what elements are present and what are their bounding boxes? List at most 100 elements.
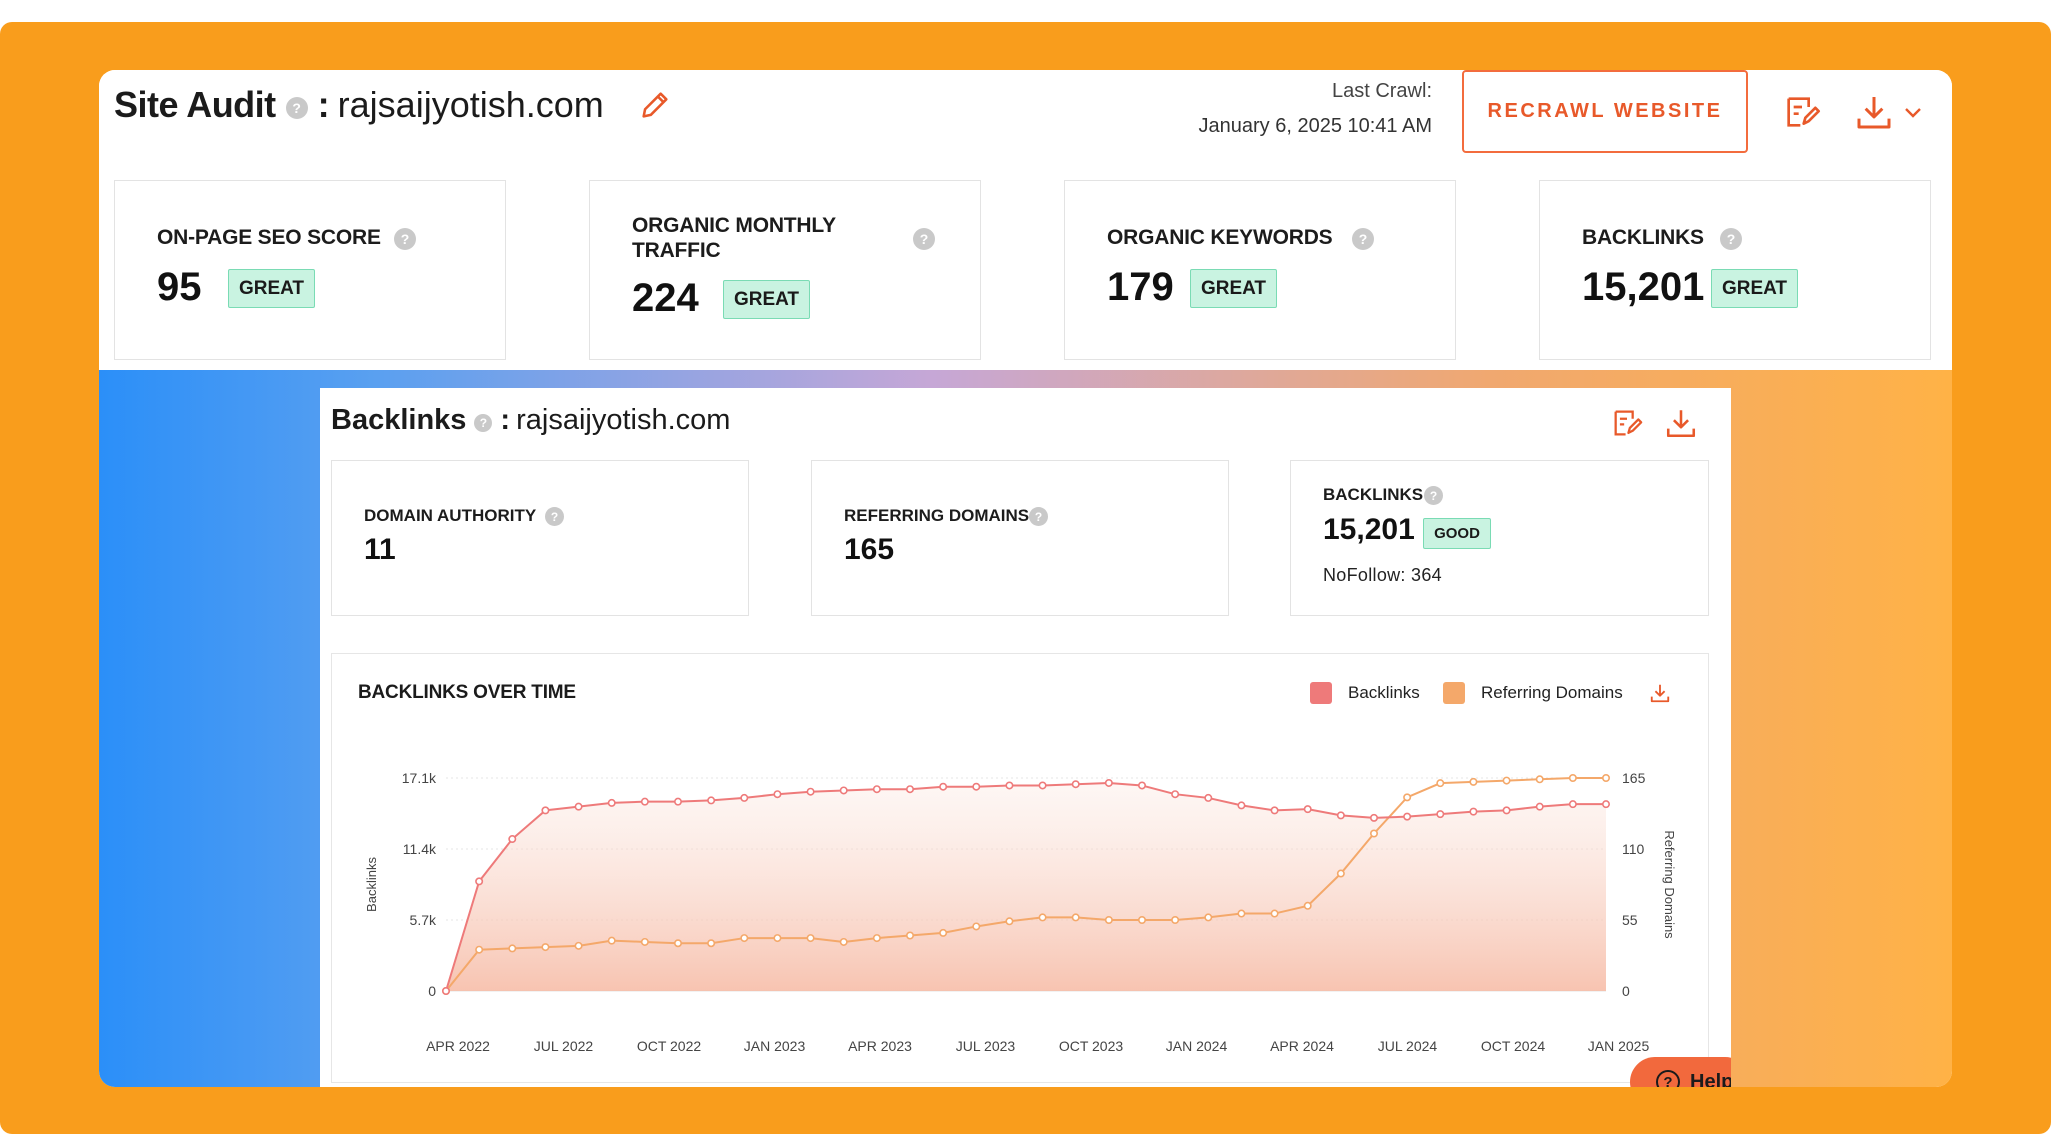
referring-domains-point [1270,909,1279,918]
status-badge: GREAT [1190,269,1277,308]
referring-domains-point [972,922,981,931]
help-button[interactable]: ? Help [1630,1057,1731,1087]
y-tick-label: 5.7k [410,912,437,928]
referring-domains-point [1005,917,1014,926]
backlinks-over-time-chart: BACKLINKS OVER TIME Backlinks Referring … [331,653,1709,1083]
referring-domains-point [1502,776,1511,785]
backlinks-point [1568,800,1577,809]
backlinks-title: Backlinks [331,404,467,436]
legend-label: Backlinks [1348,683,1420,702]
title-colon: : [500,404,511,436]
backlinks-point [673,797,682,806]
help-icon[interactable]: ? [1029,507,1048,526]
x-tick-label: JAN 2025 [1588,1038,1650,1054]
backlinks-summary-card: BACKLINKS ? 15,201 GOOD NoFollow: 364 [1290,460,1709,616]
referring-domains-point [1535,775,1544,784]
metric-value: 11 [364,533,396,566]
y-tick-label: 11.4k [403,841,437,857]
referring-domains-point [1137,915,1146,924]
help-icon[interactable]: ? [285,97,308,119]
download-icon[interactable] [1664,406,1698,440]
referring-domains-point [607,936,616,945]
backlinks-point [905,785,914,794]
referring-domains-point [1370,829,1379,838]
y-tick-label: 0 [428,983,436,999]
pencil-icon[interactable] [638,88,672,122]
metric-label: REFERRING DOMAINS [844,506,1030,525]
referring-domains-point [740,934,749,943]
backlinks-point [1137,781,1146,790]
y-axis-title: Backlinks [364,857,379,912]
referring-domains-point [872,934,881,943]
metric-label: BACKLINKS [1323,485,1424,504]
metric-label: ON-PAGE SEO SCORE [157,226,381,249]
referring-domains-point [1237,909,1246,918]
site-audit-title-row: Site Audit ? : rajsaijyotish.com [114,84,672,126]
x-tick-label: APR 2023 [848,1038,912,1054]
help-icon[interactable]: ? [1352,228,1374,250]
domain-authority-card: DOMAIN AUTHORITY ? 11 [331,460,749,616]
backlinks-point [442,986,451,995]
legend-item-backlinks[interactable]: Backlinks [1310,682,1420,704]
status-badge: GREAT [1711,269,1798,308]
help-icon: ? [1656,1070,1680,1087]
referring-domains-point [1171,915,1180,924]
metric-value: 15,201 [1582,265,1705,309]
y2-tick-label: 110 [1622,841,1645,857]
metric-label: BACKLINKS [1582,226,1704,249]
referring-domains-point [1469,777,1478,786]
download-icon[interactable] [1854,92,1894,132]
backlinks-point [1535,802,1544,811]
metric-label: ORGANIC KEYWORDS [1107,226,1333,249]
last-crawl-label: Last Crawl: [1331,80,1432,102]
status-badge: GREAT [228,269,315,308]
y2-tick-label: 165 [1622,770,1646,786]
backlinks-point [640,797,649,806]
referring-domains-point [1038,913,1047,922]
status-badge: GREAT [723,280,810,319]
y2-axis-title: Referring Domains [1662,830,1677,939]
referring-domains-point [673,939,682,948]
backlinks-point [1336,811,1345,820]
help-icon[interactable]: ? [913,228,935,250]
notes-icon[interactable] [1610,406,1644,440]
referring-domains-point [1071,913,1080,922]
metric-label: DOMAIN AUTHORITY [364,506,537,525]
backlinks-point [1104,778,1113,787]
legend-label: Referring Domains [1481,683,1623,702]
backlinks-point [1502,806,1511,815]
y2-tick-label: 0 [1622,983,1630,999]
metric-value: 15,201 [1323,513,1415,546]
notes-icon[interactable] [1782,92,1822,132]
backlinks-domain: rajsaijyotish.com [516,404,731,436]
on-page-seo-score-card: ON-PAGE SEO SCORE ? 95 GREAT [114,180,506,360]
help-icon[interactable]: ? [1424,486,1443,505]
backlinks-point [1237,801,1246,810]
orange-frame: Site Audit ? : rajsaijyotish.com Last Cr… [0,22,2051,1134]
site-audit-panel: Site Audit ? : rajsaijyotish.com Last Cr… [99,70,1952,370]
backlinks-point [1270,806,1279,815]
backlinks-point [574,802,583,811]
backlinks-point [740,793,749,802]
help-icon[interactable]: ? [474,413,493,432]
backlinks-point [1171,790,1180,799]
backlinks-point [1038,781,1047,790]
referring-domains-point [773,934,782,943]
referring-domains-point [1204,913,1213,922]
help-icon[interactable]: ? [394,228,416,250]
help-icon[interactable]: ? [545,507,564,526]
title-colon: : [317,84,330,125]
nofollow-count: NoFollow: 364 [1323,565,1442,585]
download-icon[interactable] [1649,682,1671,704]
x-tick-label: APR 2022 [426,1038,490,1054]
x-tick-label: JAN 2023 [744,1038,806,1054]
chevron-down-icon[interactable] [1901,92,1925,132]
recrawl-website-button[interactable]: RECRAWL WEBSITE [1462,70,1748,153]
last-crawl-value: January 6, 2025 10:41 AM [1198,115,1433,137]
referring-domains-point [574,941,583,950]
legend-item-referring-domains[interactable]: Referring Domains [1443,682,1623,704]
chart-canvas: 0 5.7k 11.4k 17.1k 0 55 110 165 Backlinks Referri… [364,770,1677,1054]
help-icon[interactable]: ? [1720,228,1742,250]
backlinks-point [839,786,848,795]
backlinks-point [872,785,881,794]
